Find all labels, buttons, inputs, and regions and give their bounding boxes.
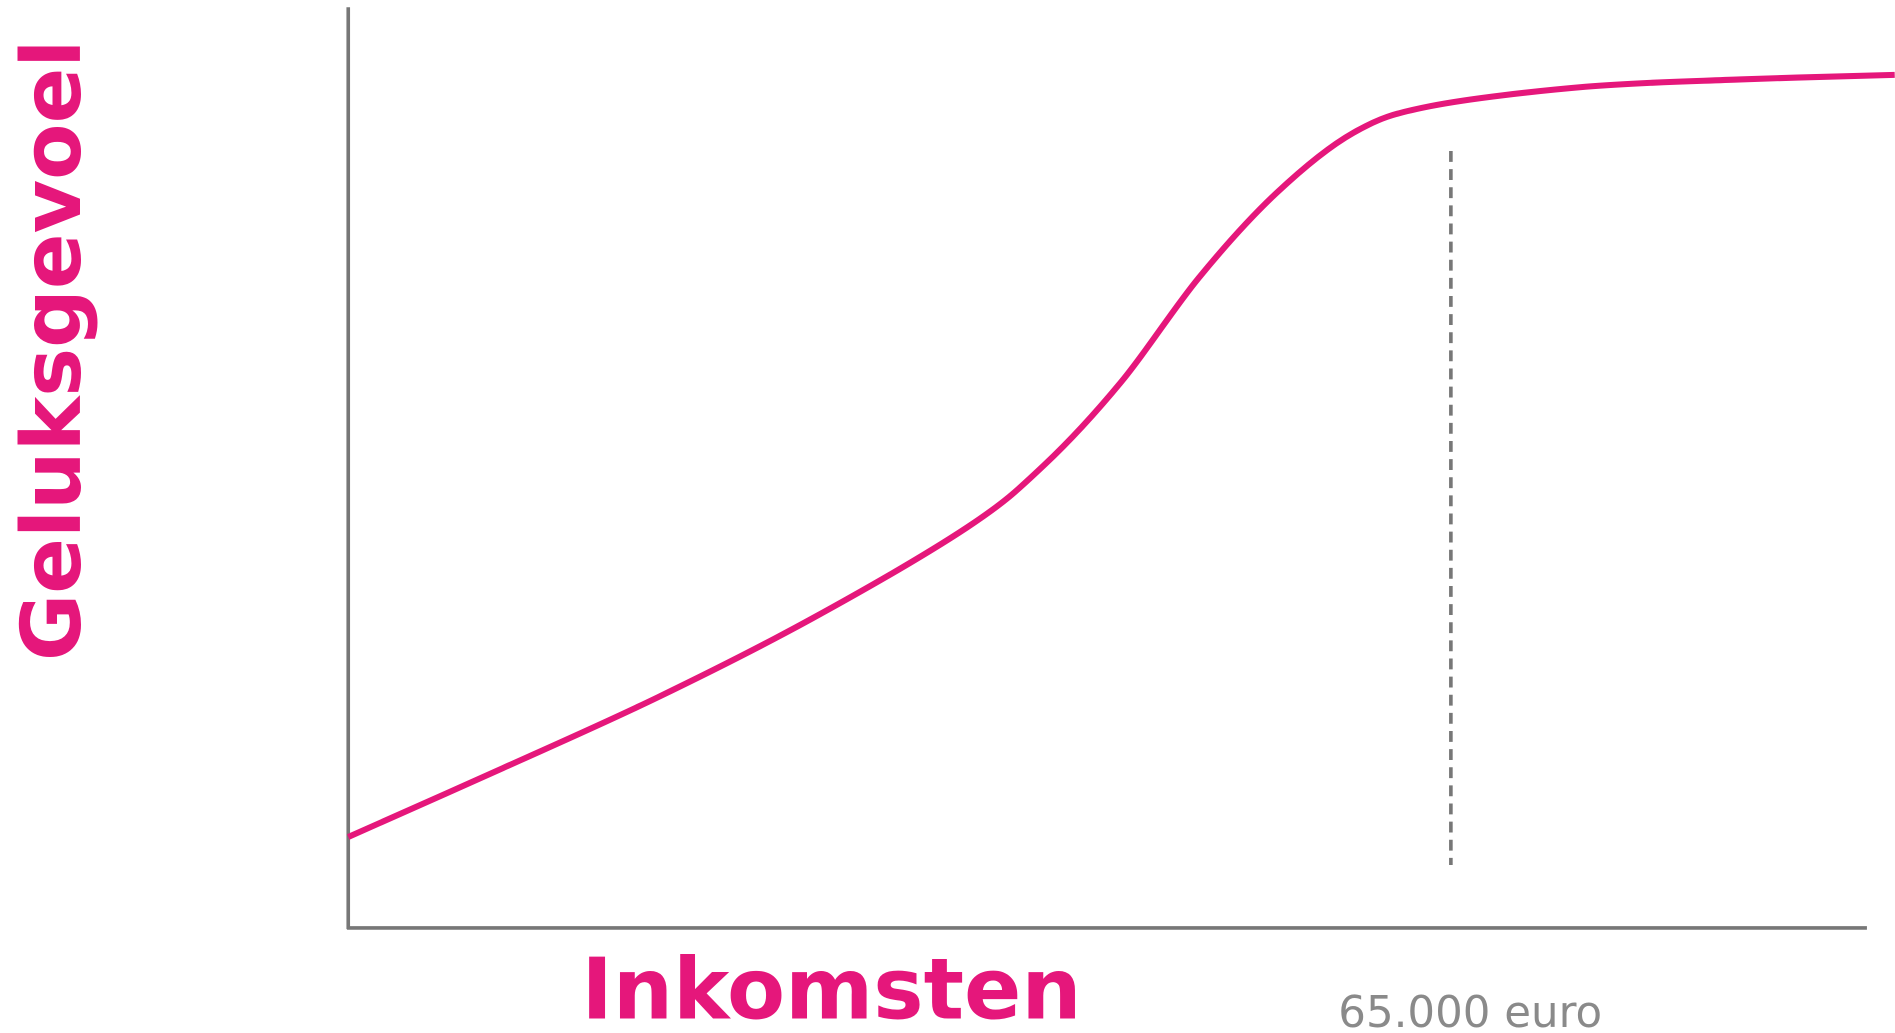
line-series — [347, 71, 1895, 840]
x-axis-label: Inkomsten — [581, 941, 1081, 1033]
reference-label: 65.000 euro — [1338, 988, 1602, 1033]
y-axis-label: Geluksgevoel — [5, 40, 100, 662]
